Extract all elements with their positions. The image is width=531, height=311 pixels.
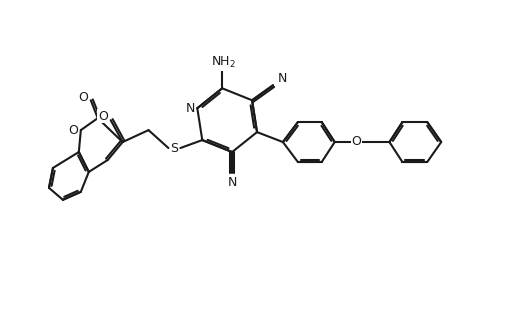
Text: S: S (170, 142, 178, 155)
Text: O: O (68, 123, 78, 137)
Text: NH$_2$: NH$_2$ (211, 55, 236, 70)
Text: O: O (352, 135, 362, 147)
Text: N: N (227, 176, 237, 189)
Text: N: N (186, 102, 195, 115)
Text: N: N (278, 72, 288, 85)
Text: O: O (98, 110, 108, 123)
Text: O: O (78, 91, 88, 104)
